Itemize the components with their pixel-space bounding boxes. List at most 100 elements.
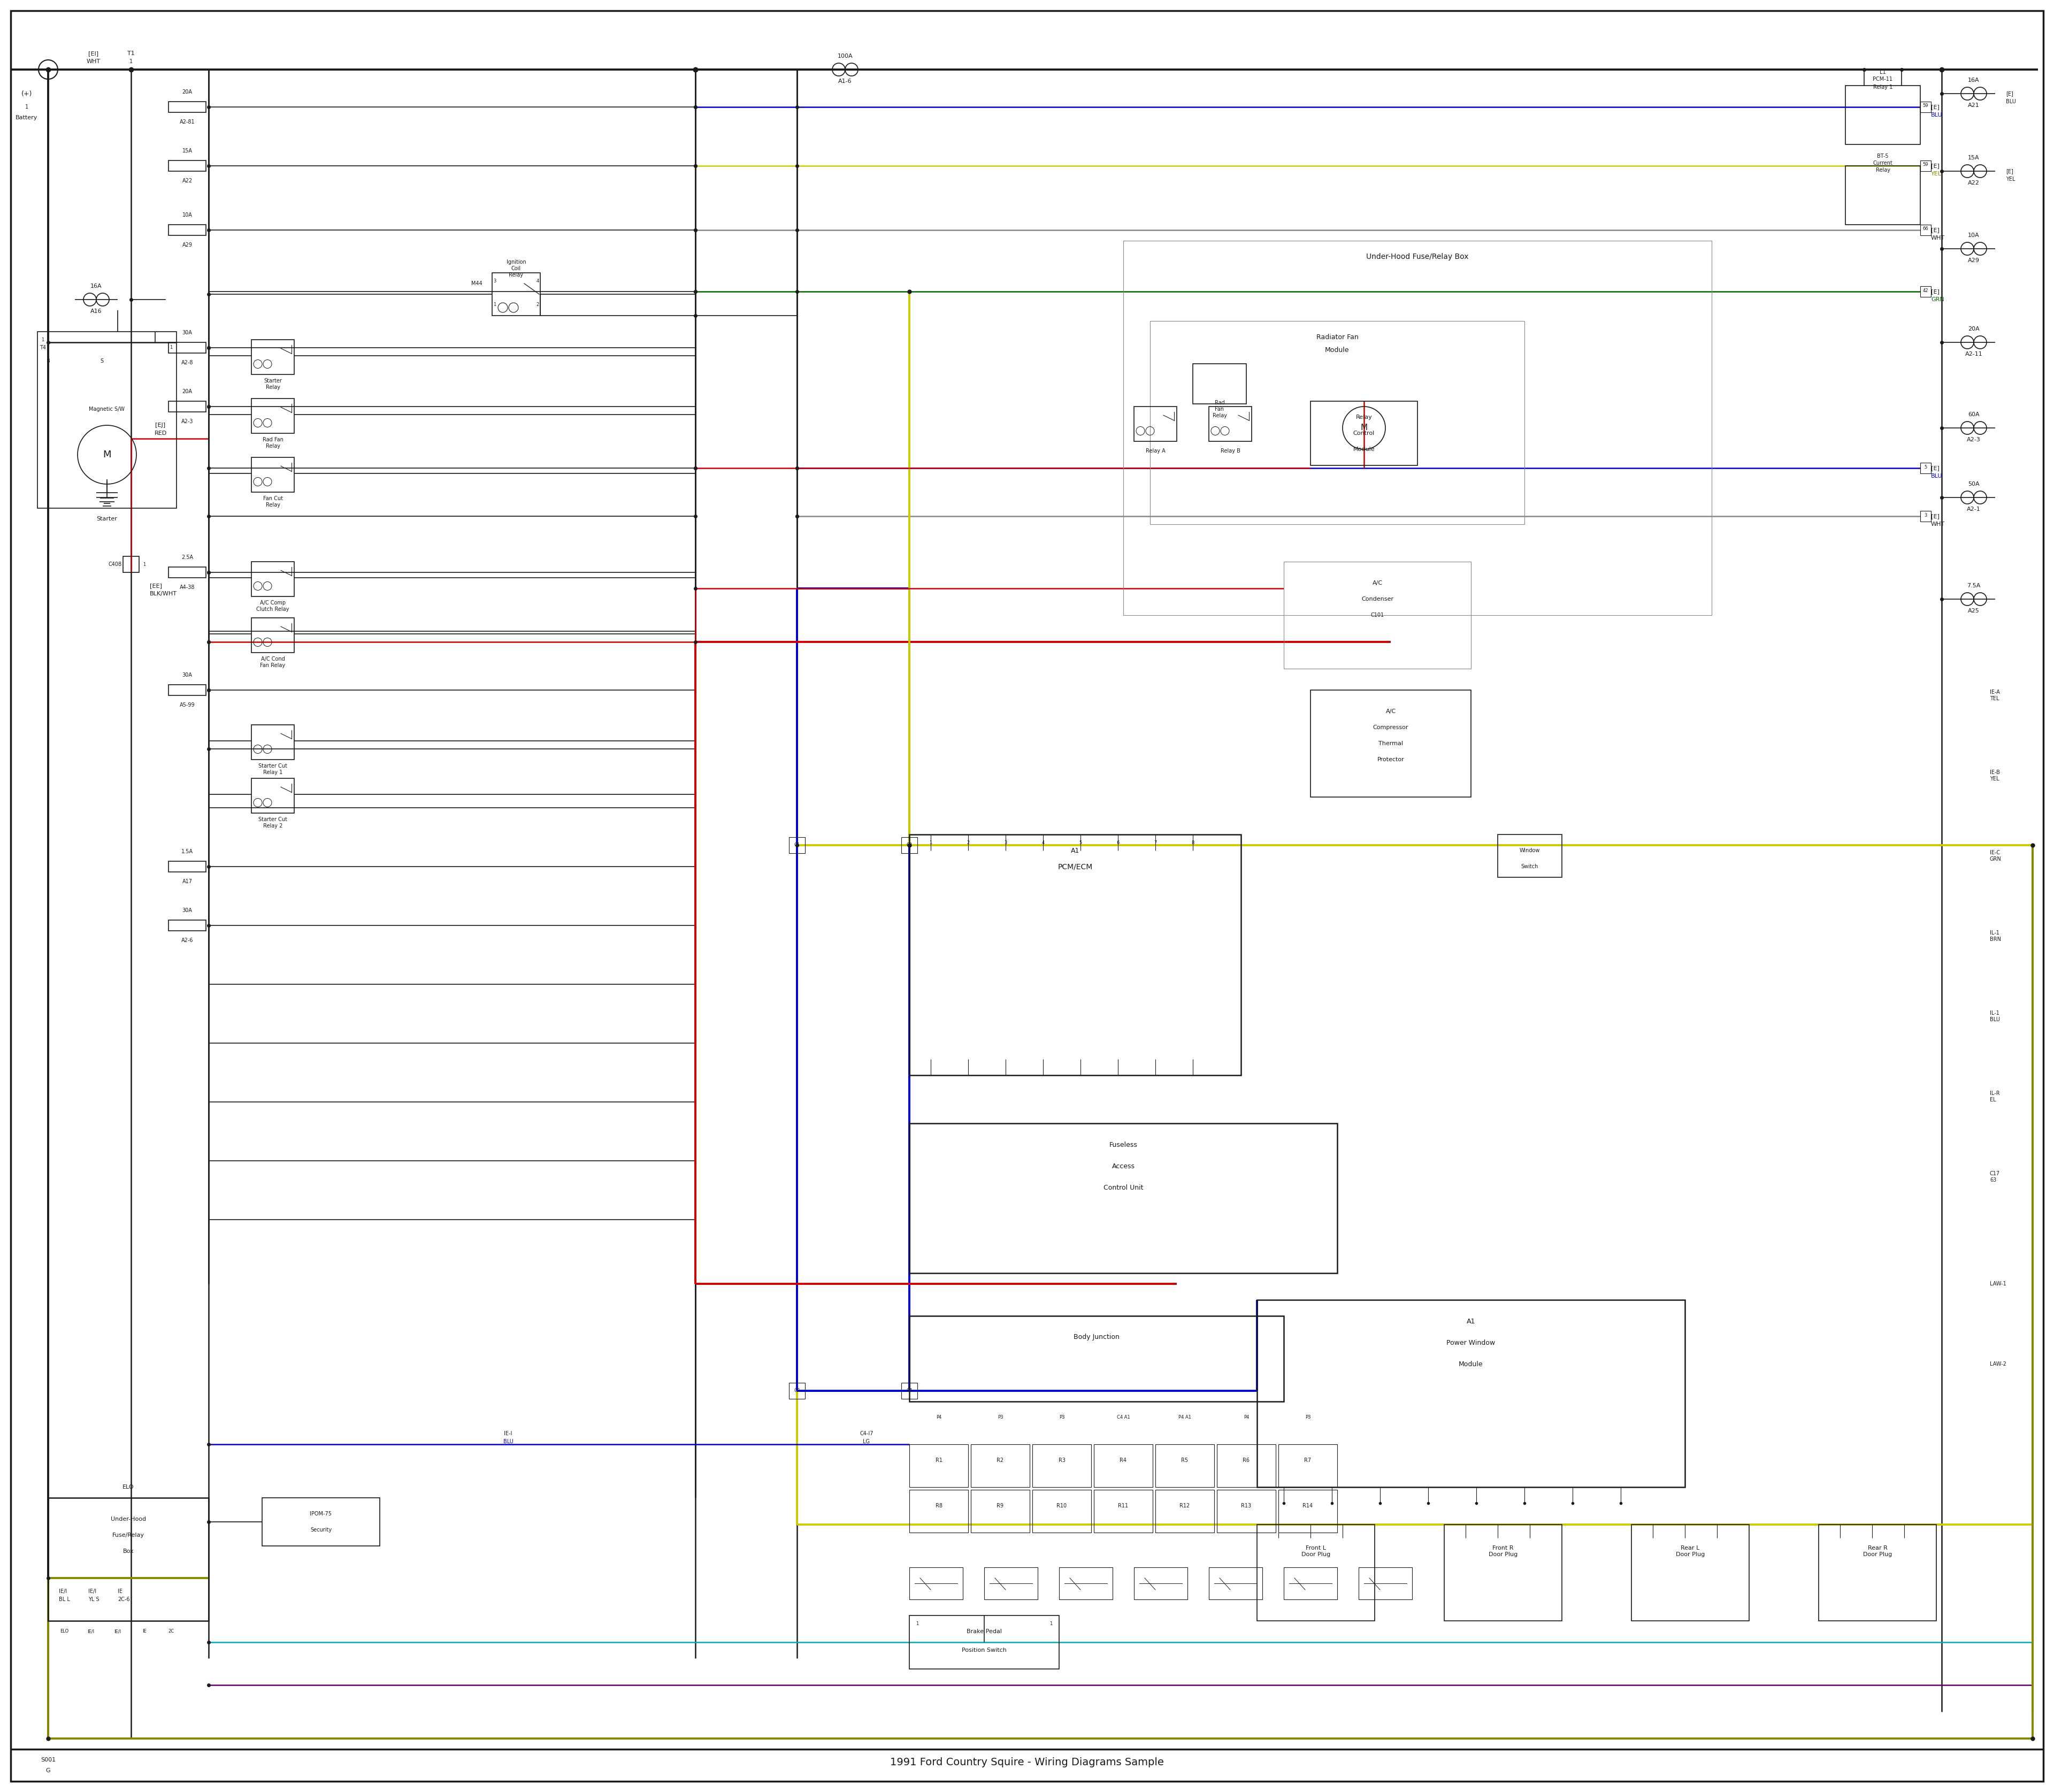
Text: Current: Current — [1873, 161, 1892, 167]
Bar — [251, 340, 294, 375]
Bar — [37, 332, 177, 509]
Text: [E]: [E] — [1931, 289, 1939, 294]
Text: LAW-1: LAW-1 — [1990, 1281, 2007, 1287]
Text: Relay: Relay — [509, 272, 524, 278]
Text: P3: P3 — [1060, 1416, 1064, 1419]
Text: 3: 3 — [1004, 840, 1006, 844]
Text: Compressor: Compressor — [1372, 724, 1409, 729]
Bar — [1095, 1444, 1152, 1487]
Text: 42: 42 — [1923, 289, 1929, 292]
Text: Power Window: Power Window — [1446, 1339, 1495, 1346]
Bar — [1920, 161, 1931, 172]
Text: A1: A1 — [1070, 848, 1080, 855]
Text: 20A: 20A — [183, 389, 193, 394]
Text: IE-I: IE-I — [503, 1432, 511, 1435]
Text: R3: R3 — [1058, 1457, 1066, 1462]
Bar — [1134, 1568, 1187, 1600]
Text: R6: R6 — [1243, 1457, 1249, 1462]
Text: 1: 1 — [916, 1622, 918, 1625]
Text: [E]: [E] — [1931, 104, 1939, 109]
Text: Starter
Relay: Starter Relay — [263, 378, 281, 391]
Text: 50A: 50A — [1968, 482, 1980, 487]
Text: 16A: 16A — [1968, 77, 1980, 82]
Text: Relay: Relay — [1875, 167, 1890, 172]
Text: [EE]: [EE] — [150, 582, 162, 588]
Text: Rear R
Door Plug: Rear R Door Plug — [1863, 1545, 1892, 1557]
Text: Under-Hood: Under-Hood — [111, 1516, 146, 1521]
Text: 60A: 60A — [1968, 412, 1980, 418]
Text: A1-6: A1-6 — [838, 79, 852, 84]
Text: R1: R1 — [935, 1457, 943, 1462]
Text: 1: 1 — [928, 840, 933, 844]
Bar — [251, 561, 294, 597]
Bar — [1844, 86, 1920, 145]
Bar — [1216, 1489, 1276, 1532]
Text: Front L
Door Plug: Front L Door Plug — [1302, 1545, 1331, 1557]
Bar — [123, 556, 140, 572]
Text: S: S — [101, 358, 103, 364]
Text: BLU: BLU — [1931, 473, 1943, 478]
Text: Switch: Switch — [1522, 864, 1538, 869]
Text: IE/I: IE/I — [88, 1629, 94, 1634]
Text: Fan Cut
Relay: Fan Cut Relay — [263, 496, 283, 507]
Bar — [984, 1568, 1037, 1600]
Text: A/C: A/C — [1386, 710, 1397, 715]
Text: 30A: 30A — [183, 672, 193, 677]
Bar — [1257, 1525, 1374, 1620]
Text: A22: A22 — [183, 177, 193, 183]
Text: 1991 Ford Country Squire - Wiring Diagrams Sample: 1991 Ford Country Squire - Wiring Diagra… — [889, 1758, 1165, 1767]
Bar — [1444, 1525, 1561, 1620]
Text: A2-6: A2-6 — [181, 937, 193, 943]
Text: C1: C1 — [795, 842, 799, 848]
Text: A2-8: A2-8 — [181, 360, 193, 366]
Text: M44: M44 — [470, 281, 483, 287]
Text: A2-81: A2-81 — [179, 120, 195, 125]
Bar — [1497, 835, 1561, 878]
Bar — [1920, 462, 1931, 473]
Text: Control Unit: Control Unit — [1103, 1185, 1144, 1192]
Text: WHT: WHT — [86, 59, 101, 65]
Bar — [251, 778, 294, 814]
Text: 2: 2 — [967, 840, 969, 844]
Text: P4: P4 — [937, 1416, 941, 1419]
Bar — [1124, 240, 1711, 615]
Bar — [1033, 1444, 1091, 1487]
Text: A29: A29 — [183, 242, 193, 247]
Bar — [910, 1124, 1337, 1272]
Text: C3: C3 — [795, 1389, 799, 1392]
Text: Condenser: Condenser — [1362, 597, 1393, 602]
Bar — [1278, 1489, 1337, 1532]
Bar — [910, 1568, 963, 1600]
Text: 100A: 100A — [838, 54, 852, 59]
Text: IE/I: IE/I — [60, 1590, 68, 1595]
Bar — [972, 1444, 1029, 1487]
Text: 3: 3 — [1925, 513, 1927, 518]
Text: L1: L1 — [1879, 70, 1886, 75]
Text: IE: IE — [117, 1590, 123, 1595]
Text: BT-5: BT-5 — [1877, 154, 1888, 159]
Text: 1: 1 — [170, 346, 173, 349]
Text: IPOM-75: IPOM-75 — [310, 1511, 333, 1516]
Text: 5: 5 — [1078, 840, 1082, 844]
Text: [E]: [E] — [2007, 91, 2013, 97]
Bar — [910, 1444, 967, 1487]
Bar — [1358, 1568, 1413, 1600]
Text: Fuse/Relay: Fuse/Relay — [113, 1532, 144, 1538]
Bar — [1216, 1444, 1276, 1487]
Text: IE-C
GRN: IE-C GRN — [1990, 849, 2001, 862]
Text: C408: C408 — [109, 561, 121, 566]
Bar — [789, 1383, 805, 1400]
Text: 20A: 20A — [1968, 326, 1980, 332]
Text: PCM-11: PCM-11 — [1873, 77, 1892, 82]
Bar — [47, 1498, 210, 1620]
Bar — [1844, 167, 1920, 224]
Text: 4: 4 — [536, 278, 538, 283]
Text: T1: T1 — [127, 50, 136, 56]
Bar — [168, 401, 205, 412]
Text: R13: R13 — [1241, 1503, 1251, 1509]
Text: 4: 4 — [1041, 840, 1043, 844]
Text: 2.5A: 2.5A — [181, 556, 193, 561]
Text: R4: R4 — [1119, 1457, 1128, 1462]
Text: Module: Module — [1325, 348, 1349, 353]
Bar — [1284, 561, 1471, 668]
